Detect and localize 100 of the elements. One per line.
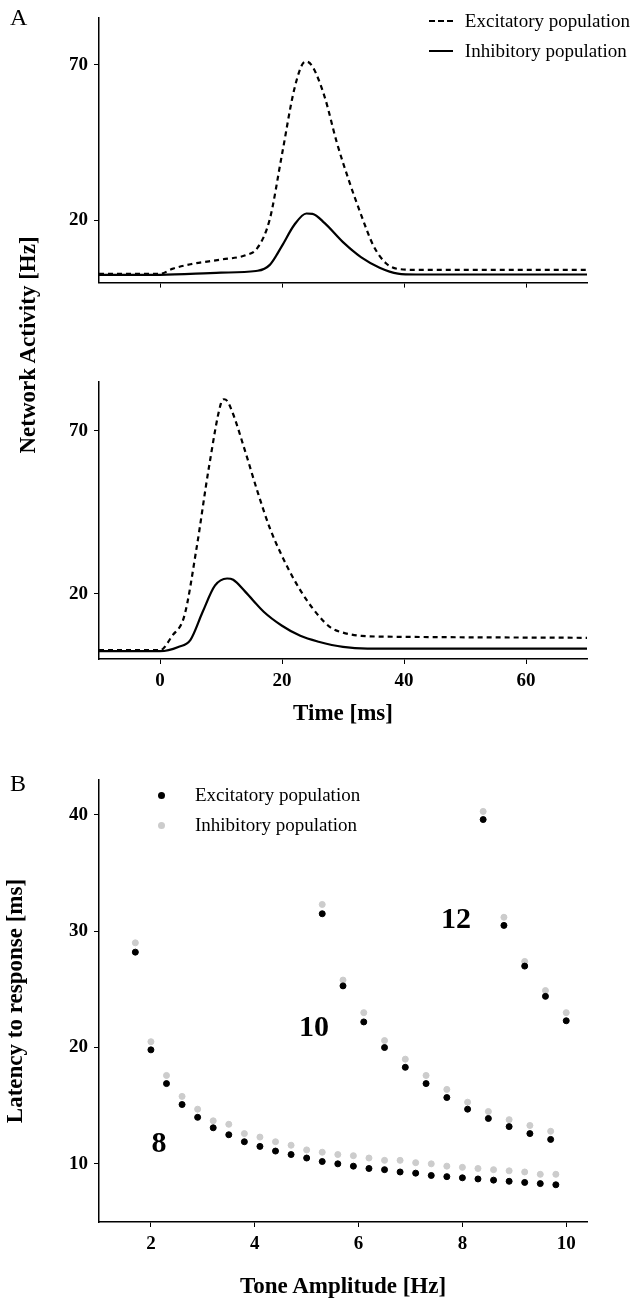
point — [339, 976, 347, 984]
point — [178, 1101, 186, 1109]
point — [526, 1121, 534, 1129]
point — [396, 1156, 404, 1164]
point — [240, 1130, 248, 1138]
point — [443, 1162, 451, 1170]
point — [422, 1080, 430, 1088]
point — [318, 1148, 326, 1156]
point — [287, 1151, 295, 1159]
point — [412, 1159, 420, 1167]
annotation: 12 — [441, 901, 471, 935]
point — [318, 910, 326, 918]
point — [194, 1105, 202, 1113]
y-tick-label: 70 — [69, 418, 88, 440]
point — [464, 1105, 472, 1113]
point — [334, 1160, 342, 1168]
point — [443, 1085, 451, 1093]
point — [381, 1044, 389, 1052]
y-tick-label: 20 — [69, 208, 88, 230]
point — [334, 1151, 342, 1159]
point — [360, 1018, 368, 1026]
point — [521, 1168, 529, 1176]
point — [131, 939, 139, 947]
point — [256, 1133, 264, 1141]
point — [505, 1177, 513, 1185]
point — [458, 1163, 466, 1171]
point — [256, 1142, 264, 1150]
point — [272, 1138, 280, 1146]
point — [401, 1063, 409, 1071]
point — [225, 1131, 233, 1139]
point — [272, 1147, 280, 1155]
point — [474, 1175, 482, 1183]
point — [381, 1166, 389, 1174]
point — [458, 1174, 466, 1182]
point — [318, 1158, 326, 1166]
y-tick-label: 10 — [69, 1151, 88, 1173]
point — [500, 913, 508, 921]
point — [479, 807, 487, 815]
point — [360, 1009, 368, 1017]
x-tick-label: 0 — [155, 669, 165, 691]
point — [381, 1156, 389, 1164]
y-axis-title: Latency to response [ms] — [1, 878, 27, 1124]
point — [318, 900, 326, 908]
point — [526, 1130, 534, 1138]
annotation: 8 — [151, 1125, 167, 1159]
point — [505, 1167, 513, 1175]
y-tick-label: 30 — [69, 919, 88, 941]
x-tick-label: 20 — [272, 669, 292, 691]
point — [209, 1117, 217, 1125]
chart-title: A — [10, 4, 28, 31]
point — [194, 1113, 202, 1121]
point — [562, 1009, 570, 1017]
point — [479, 816, 487, 824]
legend-label: Inhibitory population — [195, 814, 358, 836]
x-axis-title: Tone Amplitude [Hz] — [239, 1273, 447, 1299]
point — [349, 1162, 357, 1170]
point — [521, 962, 529, 970]
point — [147, 1046, 155, 1054]
point — [474, 1164, 482, 1172]
point — [209, 1124, 217, 1132]
point — [552, 1181, 560, 1189]
y-tick-label: 40 — [69, 802, 88, 824]
point — [303, 1146, 311, 1154]
point — [287, 1141, 295, 1149]
point — [536, 1170, 544, 1178]
y-tick-label: 70 — [69, 52, 88, 74]
point — [484, 1108, 492, 1115]
point — [365, 1154, 373, 1162]
point — [162, 1080, 170, 1088]
legend-label: Inhibitory population — [464, 40, 627, 62]
point — [412, 1169, 420, 1177]
legend-label: Excitatory population — [464, 10, 630, 32]
point — [131, 948, 139, 956]
x-tick-label: 8 — [457, 1232, 468, 1254]
point — [490, 1166, 498, 1174]
point — [240, 1138, 248, 1146]
x-tick-label: 6 — [353, 1232, 364, 1254]
point — [484, 1114, 492, 1122]
point — [401, 1055, 409, 1063]
y-tick-label: 20 — [69, 581, 88, 603]
point — [562, 1017, 570, 1025]
point — [225, 1120, 233, 1128]
x-axis-title: Time [ms] — [293, 700, 393, 726]
point — [443, 1173, 451, 1181]
x-tick-label: 10 — [556, 1232, 576, 1254]
point — [381, 1037, 389, 1045]
point — [536, 1180, 544, 1188]
point — [349, 1152, 357, 1160]
point — [464, 1098, 472, 1106]
point — [422, 1071, 430, 1079]
y-axis-title: Network Activity [Hz] — [15, 236, 41, 454]
y-tick-label: 20 — [69, 1035, 88, 1057]
point — [178, 1092, 186, 1100]
point — [303, 1154, 311, 1162]
point — [162, 1071, 170, 1079]
x-tick-label: 4 — [249, 1232, 260, 1254]
point — [541, 992, 549, 1000]
point — [552, 1170, 560, 1178]
point — [443, 1094, 451, 1102]
point — [396, 1168, 404, 1176]
